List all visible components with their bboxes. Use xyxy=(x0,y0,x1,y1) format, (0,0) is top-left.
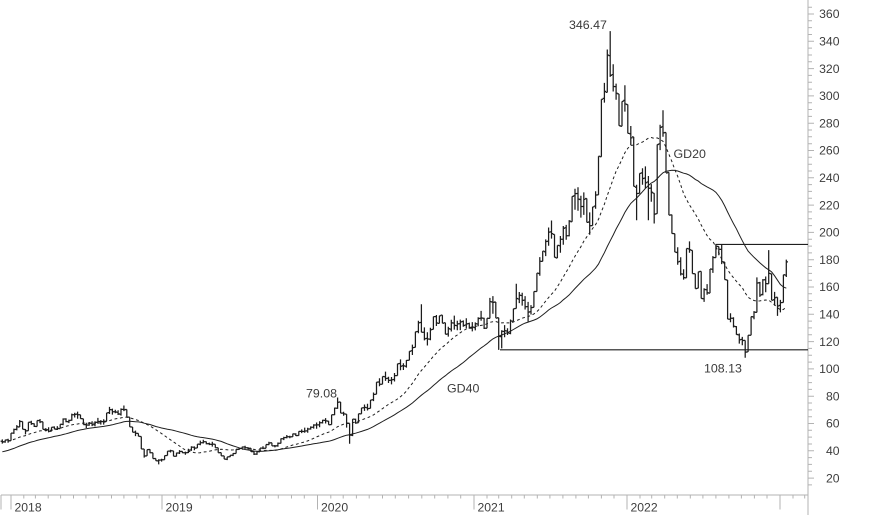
svg-text:40: 40 xyxy=(826,444,840,458)
svg-text:80: 80 xyxy=(826,389,840,403)
svg-text:120: 120 xyxy=(819,335,840,349)
svg-text:20: 20 xyxy=(826,471,840,485)
svg-text:140: 140 xyxy=(819,308,840,322)
svg-text:100: 100 xyxy=(819,362,840,376)
svg-text:260: 260 xyxy=(819,144,840,158)
svg-text:60: 60 xyxy=(826,417,840,431)
svg-text:320: 320 xyxy=(819,62,840,76)
svg-text:300: 300 xyxy=(819,89,840,103)
svg-text:GD40: GD40 xyxy=(447,382,479,396)
svg-text:2022: 2022 xyxy=(631,501,658,515)
svg-text:2021: 2021 xyxy=(478,501,505,515)
svg-text:160: 160 xyxy=(819,280,840,294)
svg-text:346.47: 346.47 xyxy=(569,18,607,32)
svg-text:2018: 2018 xyxy=(15,501,42,515)
svg-text:79.08: 79.08 xyxy=(306,386,337,400)
svg-text:280: 280 xyxy=(819,116,840,130)
svg-text:240: 240 xyxy=(819,171,840,185)
svg-text:360: 360 xyxy=(819,7,840,21)
svg-text:180: 180 xyxy=(819,253,840,267)
svg-text:2020: 2020 xyxy=(321,501,348,515)
svg-text:220: 220 xyxy=(819,198,840,212)
svg-text:200: 200 xyxy=(819,226,840,240)
svg-text:2019: 2019 xyxy=(166,501,193,515)
svg-text:108.13: 108.13 xyxy=(704,361,742,375)
svg-text:340: 340 xyxy=(819,35,840,49)
svg-text:GD20: GD20 xyxy=(674,147,706,161)
